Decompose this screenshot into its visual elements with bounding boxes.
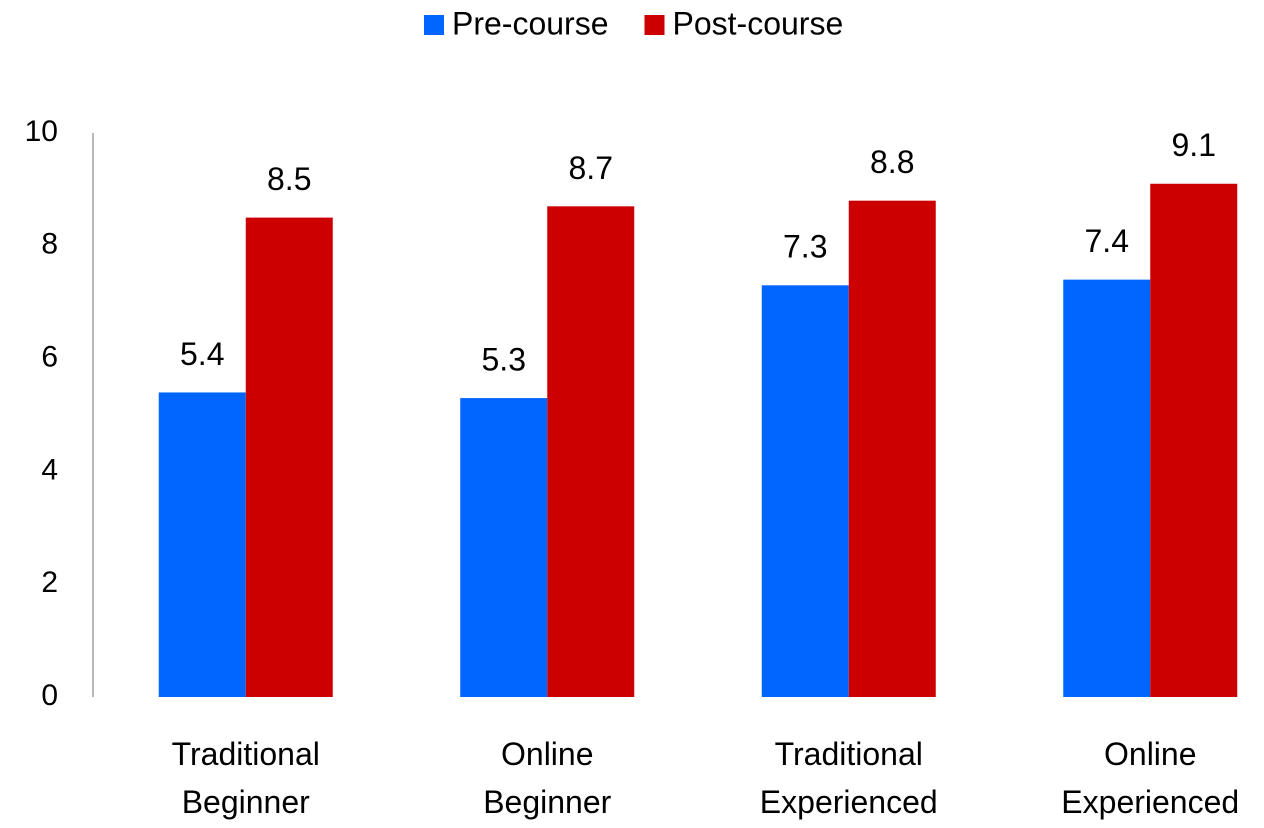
- value-label: 8.5: [267, 161, 311, 197]
- value-label: 5.3: [482, 342, 526, 378]
- legend-label: Post-course: [673, 5, 844, 41]
- x-tick-label: Online Beginner: [483, 736, 611, 820]
- value-label: 8.7: [569, 150, 613, 186]
- bar: [547, 206, 635, 697]
- bar: [1150, 183, 1238, 697]
- legend-swatch: [424, 15, 444, 35]
- bar: [848, 200, 936, 697]
- x-tick-label: Online Experienced: [1061, 736, 1239, 820]
- y-tick-label: 4: [41, 453, 58, 486]
- value-label: 8.8: [870, 144, 914, 180]
- y-tick-label: 0: [41, 679, 58, 712]
- bar: [158, 392, 246, 697]
- legend-swatch: [644, 15, 665, 35]
- legend-label: Pre-course: [452, 5, 609, 41]
- value-label: 9.1: [1172, 127, 1216, 163]
- y-tick-label: 8: [41, 228, 58, 261]
- x-tick-label: Traditional Experienced: [760, 736, 938, 820]
- bar: [245, 217, 333, 697]
- bar: [761, 285, 849, 697]
- bar: [460, 398, 548, 697]
- y-tick-label: 6: [41, 341, 58, 374]
- bar: [1063, 279, 1151, 697]
- value-label: 7.4: [1085, 223, 1129, 259]
- y-tick-label: 2: [41, 566, 58, 599]
- value-label: 7.3: [783, 229, 827, 265]
- y-tick-label: 10: [25, 115, 58, 148]
- value-label: 5.4: [180, 336, 224, 372]
- x-tick-label: Traditional Beginner: [172, 736, 320, 820]
